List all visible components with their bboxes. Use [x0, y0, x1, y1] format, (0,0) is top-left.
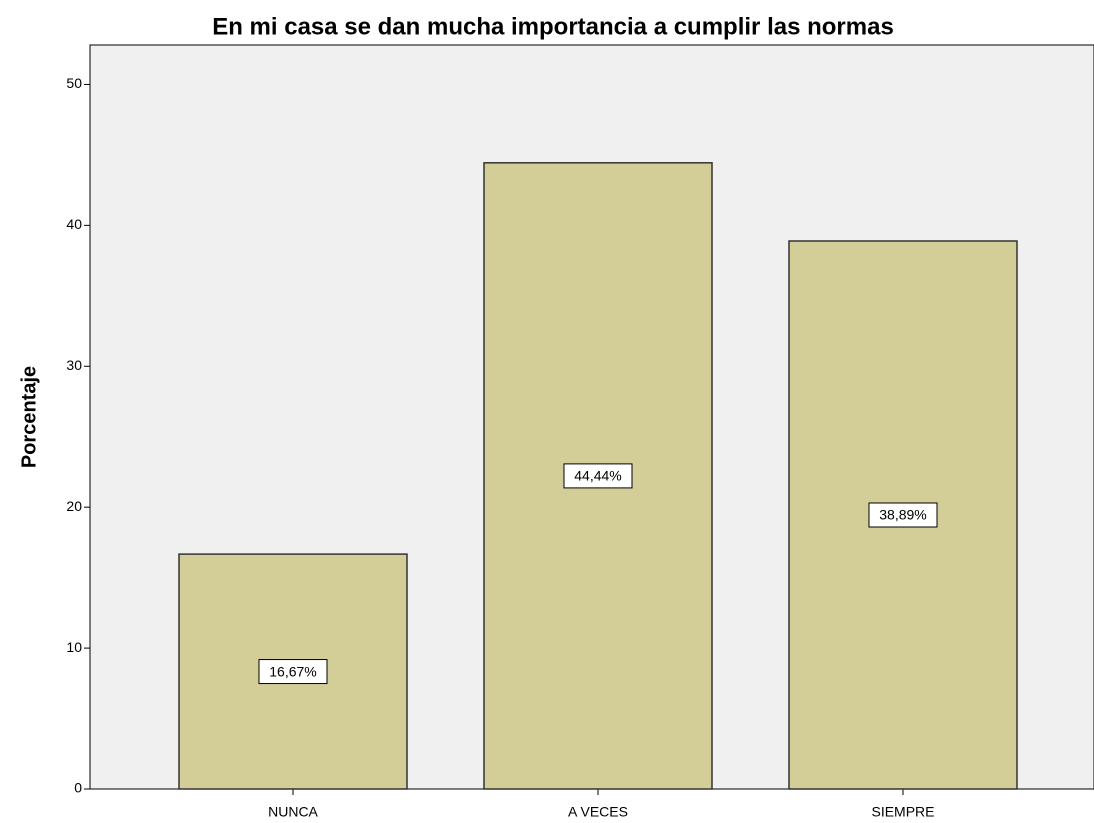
x-tick-label: NUNCA [268, 804, 318, 820]
value-label: 38,89% [879, 507, 926, 523]
bar [483, 162, 713, 790]
chart-title: En mi casa se dan mucha importancia a cu… [212, 13, 894, 40]
value-label-box [258, 659, 328, 685]
value-label: 44,44% [574, 468, 621, 484]
y-tick-label: 0 [74, 780, 82, 796]
value-label-box [868, 502, 938, 528]
y-tick-label: 30 [66, 357, 82, 373]
x-tick-label: SIEMPRE [871, 804, 934, 820]
y-tick-label: 40 [66, 216, 82, 232]
y-tick-label: 50 [66, 75, 82, 91]
x-tick-label: A VECES [568, 804, 628, 820]
value-label-box [563, 463, 633, 489]
y-tick-label: 10 [66, 639, 82, 655]
y-tick-label: 20 [66, 498, 82, 514]
value-label: 16,67% [269, 663, 316, 679]
y-axis-label: Porcentaje [18, 366, 40, 468]
